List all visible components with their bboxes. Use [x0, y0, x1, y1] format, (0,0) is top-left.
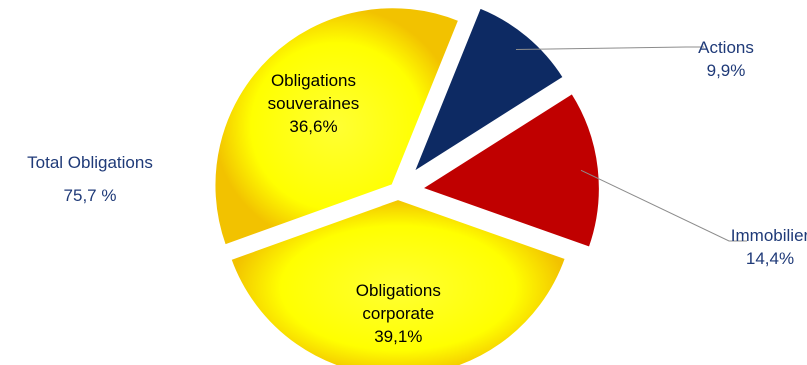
- slice-name-label: Immobilier: [731, 226, 807, 245]
- group-annotation-label: Total Obligations: [27, 153, 153, 172]
- slice-labels: Actions 9,9% Immobilier 14,4% Obligations cor…: [268, 38, 807, 346]
- slice-percent-label: 36,6%: [289, 117, 337, 136]
- slice-name-label: souveraines: [268, 94, 360, 113]
- group-annotation-value: 75,7 %: [64, 186, 117, 205]
- slice-percent-label: 9,9%: [707, 61, 746, 80]
- slice-percent-label: 14,4%: [746, 249, 794, 268]
- slice-name-label: Obligations: [271, 71, 356, 90]
- leader-line: [515, 46, 704, 51]
- pie-slice-obligations-souveraines: [213, 6, 461, 247]
- leader-line: [580, 169, 747, 242]
- pie-slice-obligations-corporate: [229, 197, 568, 365]
- slice-name-label: Actions: [698, 38, 754, 57]
- slice-percent-label: 39,1%: [374, 327, 422, 346]
- leader-lines: [515, 46, 747, 242]
- slice-name-label: Obligations: [356, 281, 441, 300]
- pie-slice-actions: [411, 6, 566, 176]
- pie-slices: [213, 6, 601, 365]
- pie-slice-immobilier: [419, 91, 601, 249]
- slice-name-label: corporate: [362, 304, 434, 323]
